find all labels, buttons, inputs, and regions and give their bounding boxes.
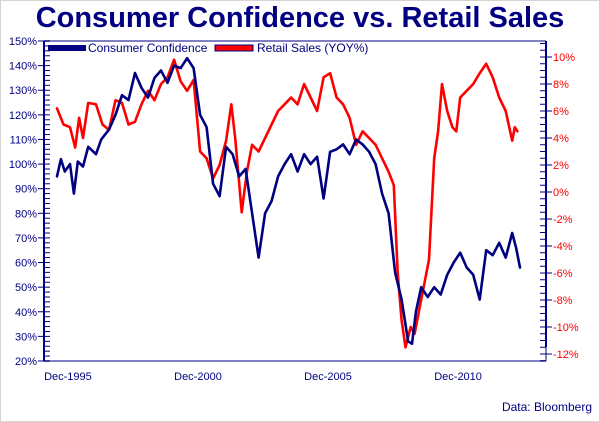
x-tick-label: Dec-1995 <box>44 371 92 383</box>
left-tick-label: 80% <box>15 208 37 220</box>
left-tick-label: 30% <box>15 331 37 343</box>
legend-label-consumer-confidence: Consumer Confidence <box>88 41 208 55</box>
chart-title: Consumer Confidence vs. Retail Sales <box>35 2 565 34</box>
left-tick-label: 120% <box>9 110 37 122</box>
left-tick-label: 140% <box>9 61 37 73</box>
legend: Consumer Confidence Retail Sales (YOY%) <box>48 41 368 55</box>
right-tick-label: -2% <box>553 214 573 226</box>
x-tick-label: Dec-2005 <box>304 371 352 383</box>
right-tick-label: -8% <box>553 295 573 307</box>
left-tick-label: 100% <box>9 159 37 171</box>
left-tick-label: 20% <box>15 356 37 368</box>
right-tick-label: 8% <box>553 79 569 91</box>
right-tick-label: 0% <box>553 187 569 199</box>
left-tick-label: 90% <box>15 184 37 196</box>
left-tick-label: 130% <box>9 85 37 97</box>
retail-sales-line <box>55 58 519 349</box>
right-tick-label: 4% <box>553 133 569 145</box>
consumer-confidence-line <box>55 56 522 346</box>
legend-swatch-retail-sales <box>214 44 254 52</box>
left-tick-label: 40% <box>15 307 37 319</box>
legend-label-retail-sales: Retail Sales (YOY%) <box>257 41 368 55</box>
legend-swatch-consumer-confidence <box>48 45 86 51</box>
plot-area <box>44 40 546 362</box>
right-tick-label: 2% <box>553 160 569 172</box>
right-tick-label: -12% <box>553 349 579 361</box>
left-tick-label: 70% <box>15 233 37 245</box>
left-tick-label: 150% <box>9 36 37 48</box>
axes-layer: 150% 140% 130% 120% 110% 100% 90% 80% 70% 60% 50% 4… <box>9 36 579 383</box>
right-tick-label: -10% <box>553 322 579 334</box>
x-tick-label: Dec-2010 <box>434 371 482 383</box>
left-tick-label: 50% <box>15 282 37 294</box>
right-tick-label: 6% <box>553 106 569 118</box>
x-tick-label: Dec-2000 <box>174 371 222 383</box>
left-tick-label: 110% <box>10 134 38 146</box>
right-tick-label: -4% <box>553 241 573 253</box>
right-tick-label: -6% <box>553 268 573 280</box>
series-layer <box>55 56 522 349</box>
right-tick-label: 10% <box>553 52 575 64</box>
left-tick-label: 60% <box>15 258 37 270</box>
data-source-note: Data: Bloomberg <box>501 400 592 414</box>
